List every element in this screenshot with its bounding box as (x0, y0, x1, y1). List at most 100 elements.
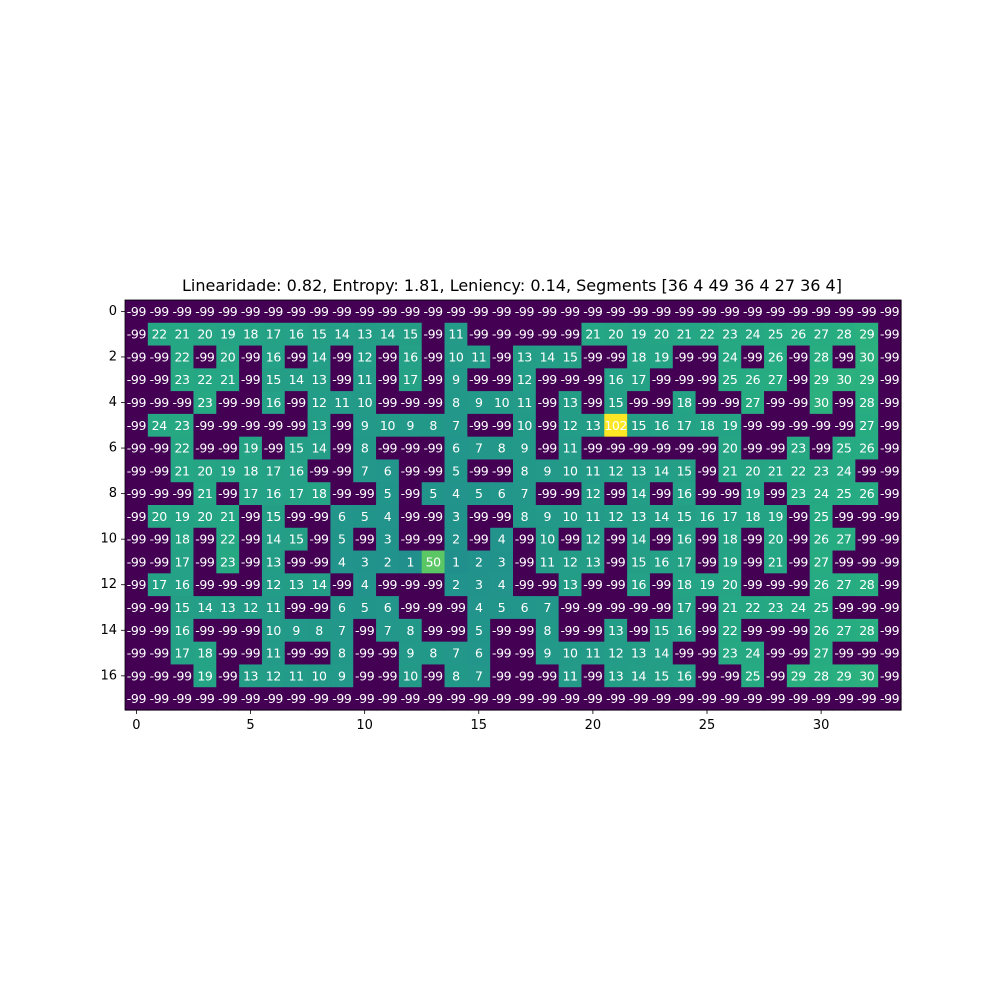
heatmap-cell (421, 641, 446, 666)
heatmap-cell (398, 459, 423, 483)
cell-value-label: -99 (401, 600, 421, 615)
cell-value-label: -99 (766, 668, 786, 683)
heatmap-cell (353, 618, 377, 643)
heatmap-cell (832, 459, 856, 483)
cell-value-label: 15 (631, 554, 646, 569)
heatmap-cell (878, 641, 902, 666)
heatmap-cell (535, 345, 560, 369)
cell-value-label: 9 (292, 623, 300, 638)
cell-value-label: -99 (492, 418, 512, 433)
heatmap-cell (376, 482, 400, 506)
cell-value-label: 14 (540, 349, 556, 364)
cell-value-label: -99 (629, 395, 649, 410)
cell-value-label: 3 (452, 509, 460, 524)
cell-value-label: -99 (287, 600, 307, 615)
heatmap-cell (170, 436, 195, 461)
cell-value-label: 8 (315, 623, 323, 638)
cell-value-label: -99 (355, 623, 375, 638)
cell-value-label: 26 (814, 577, 830, 592)
cell-value-label: 16 (289, 463, 305, 478)
heatmap-cell (513, 436, 537, 461)
cell-value-label: 19 (722, 418, 738, 433)
cell-value-label: 19 (699, 577, 715, 592)
cell-value-label: -99 (378, 304, 398, 319)
cell-value-label: 11 (266, 646, 281, 661)
cell-value-label: 7 (384, 623, 392, 638)
cell-value-label: -99 (789, 646, 809, 661)
heatmap-cell (695, 391, 720, 415)
cell-value-label: 19 (220, 327, 236, 342)
heatmap-cell (513, 664, 537, 688)
cell-value-label: -99 (515, 668, 535, 683)
cell-value-label: 15 (608, 395, 623, 410)
cell-value-label: 18 (175, 532, 191, 547)
heatmap-cell (239, 550, 263, 574)
cell-value-label: 4 (338, 554, 346, 569)
heatmap-cell (467, 300, 491, 324)
cell-value-label: 27 (814, 554, 829, 569)
heatmap-cell (147, 664, 172, 688)
heatmap-cell (421, 573, 446, 597)
heatmap-cell (216, 391, 240, 415)
cell-value-label: -99 (583, 623, 603, 638)
heatmap-cell (878, 550, 902, 574)
heatmap-cell (627, 436, 651, 461)
cell-value-label: -99 (606, 441, 626, 456)
heatmap-cell (125, 391, 149, 415)
cell-value-label: -99 (332, 304, 352, 319)
cell-value-label: 8 (452, 668, 460, 683)
heatmap-cell (832, 345, 856, 369)
heatmap-cell (239, 527, 263, 552)
heatmap-cell (193, 322, 217, 347)
heatmap-cell (353, 527, 377, 552)
heatmap-cell (672, 618, 697, 643)
heatmap-cell (216, 641, 240, 666)
heatmap-cell (878, 391, 902, 415)
cell-value-label: -99 (880, 395, 900, 410)
heatmap-cell (558, 436, 583, 461)
cell-value-label: 16 (677, 532, 693, 547)
heatmap-cell (444, 618, 468, 643)
cell-value-label: 7 (361, 463, 369, 478)
cell-value-label: 19 (654, 349, 670, 364)
cell-value-label: -99 (127, 668, 147, 683)
cell-value-label: 24 (836, 463, 852, 478)
cell-value-label: -99 (287, 418, 307, 433)
heatmap-cell (718, 300, 742, 324)
heatmap-cell (832, 527, 856, 552)
heatmap-cell (832, 482, 856, 506)
cell-value-label: 15 (266, 372, 281, 387)
cell-value-label: 16 (266, 486, 282, 501)
cell-value-label: -99 (880, 532, 900, 547)
heatmap-cell (832, 300, 856, 324)
cell-value-label: -99 (515, 623, 535, 638)
heatmap-cell (513, 573, 537, 597)
cell-value-label: 6 (475, 646, 483, 661)
cell-value-label: -99 (150, 600, 170, 615)
cell-value-label: 9 (543, 509, 551, 524)
heatmap-cell (125, 482, 149, 506)
heatmap-cell (307, 527, 332, 552)
heatmap-cell (581, 550, 605, 574)
heatmap-cell (421, 482, 446, 506)
heatmap-cell (330, 641, 354, 666)
heatmap-cell (125, 413, 149, 438)
cell-value-label: -99 (560, 691, 580, 706)
heatmap-cell (216, 550, 240, 574)
heatmap-cell (193, 641, 217, 666)
heatmap-cell (170, 391, 195, 415)
cell-value-label: -99 (241, 395, 261, 410)
cell-value-label: -99 (880, 668, 900, 683)
heatmap-cell (649, 664, 674, 688)
heatmap-cell (307, 368, 332, 392)
y-tick-label: 0 (109, 304, 117, 319)
cell-value-label: 28 (814, 349, 830, 364)
heatmap-cell (741, 436, 765, 461)
heatmap-cell (125, 527, 149, 552)
cell-value-label: 20 (197, 463, 213, 478)
cell-value-label: -99 (492, 646, 512, 661)
heatmap-cell (490, 505, 514, 529)
cell-value-label: -99 (150, 623, 170, 638)
heatmap-cell (444, 641, 468, 666)
cell-value-label: 25 (768, 327, 783, 342)
